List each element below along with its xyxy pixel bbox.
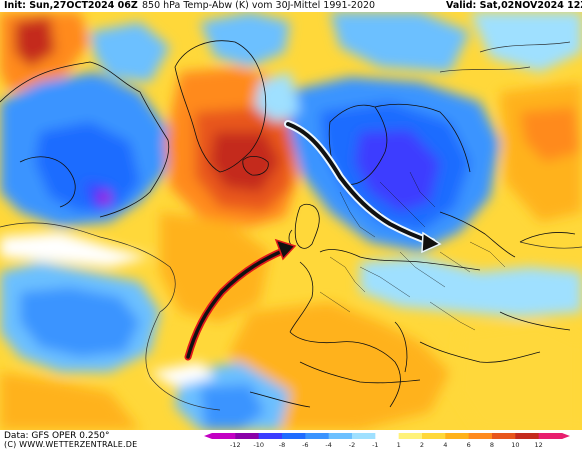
colorbar-swatch (235, 433, 260, 439)
colorbar-tick-label: 10 (511, 441, 519, 449)
map-title: 850 hPa Temp-Abw (K) vom 30J-Mittel 1991… (142, 0, 376, 11)
map-header: Init: Sun,27OCT2024 06Z 850 hPa Temp-Abw… (0, 0, 582, 12)
colorbar-swatch (398, 433, 423, 439)
valid-time-label: Valid: Sat,02NOV2024 12Z (446, 0, 582, 11)
coastlines (0, 40, 576, 408)
colorbar-swatch (422, 433, 446, 439)
colorbar-tick-label: -6 (302, 441, 308, 449)
colorbar-swatch (492, 433, 516, 439)
colorbar-tick-label: -8 (279, 441, 285, 449)
colorbar-tick-label: -1 (372, 441, 378, 449)
data-source-label: Data: GFS OPER 0.250° (4, 431, 110, 441)
colorbar-tick-label: -4 (325, 441, 331, 449)
colorbar-tick-label: -10 (253, 441, 264, 449)
temperature-anomaly-map (0, 12, 582, 430)
init-time-label: Init: Sun,27OCT2024 06Z (4, 0, 138, 11)
colorbar-swatches (204, 433, 570, 439)
colorbar-right-cap (562, 433, 570, 439)
map-footer: Data: GFS OPER 0.250° (C) WWW.WETTERZENT… (0, 430, 582, 449)
colorbar-tick-label: 1 (397, 441, 401, 449)
colorbar-ticks: -12 -10 -8 -6 -4 -2 -1 1 2 4 6 8 10 12 (230, 441, 543, 449)
colorbar: -12 -10 -8 -6 -4 -2 -1 1 2 4 6 8 10 12 (204, 433, 570, 449)
copyright-label: (C) WWW.WETTERZENTRALE.DE (4, 440, 138, 449)
colorbar-tick-label: 6 (467, 441, 471, 449)
cold-advection-arrow (284, 120, 442, 254)
colorbar-tick-label: 2 (420, 441, 424, 449)
warm-advection-arrow (184, 238, 297, 361)
colorbar-tick-label: -12 (230, 441, 241, 449)
colorbar-swatch (352, 433, 376, 439)
colorbar-swatch (328, 433, 353, 439)
colorbar-tick-label: 4 (443, 441, 447, 449)
colorbar-tick-label: 8 (490, 441, 494, 449)
colorbar-swatch (468, 433, 493, 439)
colorbar-swatch (375, 433, 400, 439)
colorbar-swatch (282, 433, 306, 439)
contour-lines (0, 41, 582, 411)
colorbar-swatch (515, 433, 540, 439)
colorbar-tick-label: -2 (349, 441, 355, 449)
colorbar-swatch (305, 433, 330, 439)
colorbar-left-cap (204, 433, 212, 439)
colorbar-swatch (445, 433, 470, 439)
colorbar-swatch (212, 433, 236, 439)
colorbar-swatch (258, 433, 283, 439)
colorbar-swatch (538, 433, 563, 439)
colorbar-tick-label: 12 (535, 441, 543, 449)
